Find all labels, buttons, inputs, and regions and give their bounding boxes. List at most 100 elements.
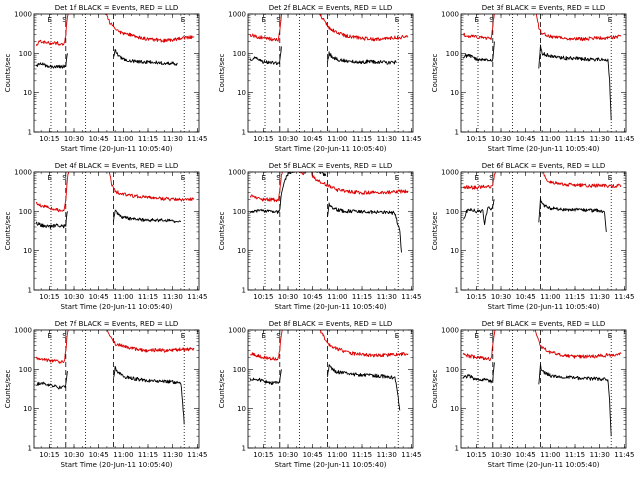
marker-label: S	[276, 16, 281, 24]
y-tick-label: 1000	[14, 169, 32, 177]
x-tick-label: 11:15	[352, 451, 372, 459]
lld-series-line	[462, 14, 495, 41]
plot-frame	[460, 329, 627, 449]
x-tick-label: 10:45	[89, 451, 109, 459]
lld-series-line	[35, 14, 69, 46]
x-tick-label: 11:30	[590, 293, 610, 301]
lld-series-line	[35, 330, 69, 364]
x-tick-label: 11:45	[187, 451, 207, 459]
y-axis-label: Counts/sec	[431, 54, 439, 93]
y-tick-label: 10	[450, 405, 459, 413]
x-tick-label: 11:00	[327, 293, 347, 301]
plot-frame	[247, 329, 414, 449]
marker-label: E	[47, 16, 51, 24]
x-tick-label: 11:45	[187, 293, 207, 301]
y-tick-label: 100	[233, 208, 246, 216]
marker-label: E	[181, 174, 185, 182]
y-tick-label: 10	[23, 405, 32, 413]
y-axis-label: Counts/sec	[431, 370, 439, 409]
series-group	[35, 14, 195, 69]
y-tick-label: 10	[450, 247, 459, 255]
x-axis-label: Start Time (20-Jun-11 10:05:40)	[275, 145, 387, 153]
x-tick-label: 11:00	[113, 293, 133, 301]
y-tick-label: 100	[19, 50, 32, 58]
events-series-line	[250, 172, 327, 214]
y-tick-label: 1000	[14, 11, 32, 19]
marker-label: S	[489, 174, 494, 182]
series-group	[249, 330, 409, 411]
x-tick-label: 10:30	[64, 451, 84, 459]
y-tick-label: 1	[242, 287, 246, 295]
plot-title: Det 2f BLACK = Events, RED = LLD	[269, 4, 392, 12]
x-tick-label: 10:30	[491, 135, 511, 143]
x-axis-label: Start Time (20-Jun-11 10:05:40)	[61, 145, 173, 153]
x-axis-label: Start Time (20-Jun-11 10:05:40)	[61, 461, 173, 469]
chart-panel-1: Det 1f BLACK = Events, RED = LLD Counts/s…	[4, 4, 207, 153]
x-tick-label: 11:15	[352, 293, 372, 301]
lld-series-line	[462, 172, 496, 190]
series-group	[249, 14, 409, 65]
lld-series-line	[249, 330, 283, 361]
y-tick-label: 100	[446, 366, 459, 374]
events-series-line	[538, 44, 612, 121]
plot-title: Det 9f BLACK = Events, RED = LLD	[482, 320, 605, 328]
x-tick-label: 11:45	[401, 293, 421, 301]
x-tick-label: 10:30	[278, 135, 298, 143]
marker-label: E	[474, 332, 478, 340]
y-axis-label: Counts/sec	[4, 212, 12, 251]
events-series-line	[462, 41, 495, 62]
x-axis-label: Start Time (20-Jun-11 10:05:40)	[275, 461, 387, 469]
x-tick-label: 10:15	[39, 135, 59, 143]
x-axis-label: Start Time (20-Jun-11 10:05:40)	[61, 303, 173, 311]
marker-label: S	[276, 174, 281, 182]
x-tick-label: 11:45	[614, 293, 634, 301]
y-tick-label: 100	[446, 208, 459, 216]
x-tick-label: 10:30	[491, 451, 511, 459]
x-tick-label: 11:30	[163, 293, 183, 301]
marker-label: E	[47, 174, 51, 182]
marker-label: E	[608, 16, 612, 24]
x-axis-label: Start Time (20-Jun-11 10:05:40)	[488, 303, 600, 311]
x-tick-label: 10:45	[89, 293, 109, 301]
lld-series-line	[534, 330, 622, 359]
series-group	[35, 172, 195, 229]
lld-series-line	[543, 172, 622, 189]
chart-panel-9: Det 9f BLACK = Events, RED = LLD Counts/s…	[431, 320, 634, 469]
events-series-line	[327, 51, 397, 65]
y-tick-label: 10	[237, 405, 246, 413]
y-tick-label: 1000	[441, 169, 459, 177]
x-tick-label: 11:00	[327, 135, 347, 143]
events-series-line	[327, 202, 402, 253]
events-series-line	[462, 362, 495, 384]
x-axis-label: Start Time (20-Jun-11 10:05:40)	[488, 461, 600, 469]
x-tick-label: 10:15	[466, 135, 486, 143]
y-tick-label: 10	[237, 247, 246, 255]
chart-panel-6: Det 6f BLACK = Events, RED = LLD Counts/s…	[431, 162, 634, 311]
x-tick-label: 11:30	[590, 451, 610, 459]
events-series-line	[463, 199, 495, 226]
x-tick-label: 10:45	[516, 451, 536, 459]
events-series-line	[249, 46, 282, 65]
marker-label: E	[608, 174, 612, 182]
y-axis-label: Counts/sec	[431, 212, 439, 251]
x-tick-label: 11:45	[187, 135, 207, 143]
y-tick-label: 1000	[228, 11, 246, 19]
marker-label: S	[489, 332, 494, 340]
x-tick-label: 10:30	[491, 293, 511, 301]
x-tick-label: 10:15	[253, 293, 273, 301]
y-tick-label: 100	[446, 50, 459, 58]
plot-frame	[33, 13, 200, 133]
marker-label: S	[276, 332, 281, 340]
y-axis-label: Counts/sec	[218, 370, 226, 409]
chart-panel-5: Det 5f BLACK = Events, RED = LLD Counts/s…	[218, 162, 421, 311]
plot-title: Det 1f BLACK = Events, RED = LLD	[55, 4, 178, 12]
plot-title: Det 6f BLACK = Events, RED = LLD	[482, 162, 605, 170]
x-tick-label: 11:30	[163, 135, 183, 143]
x-tick-label: 11:15	[565, 135, 585, 143]
y-tick-label: 1000	[441, 327, 459, 335]
x-tick-label: 11:15	[352, 135, 372, 143]
x-tick-label: 11:00	[540, 293, 560, 301]
lld-series-line	[249, 172, 409, 203]
x-tick-label: 11:45	[614, 451, 634, 459]
plot-title: Det 4f BLACK = Events, RED = LLD	[55, 162, 178, 170]
